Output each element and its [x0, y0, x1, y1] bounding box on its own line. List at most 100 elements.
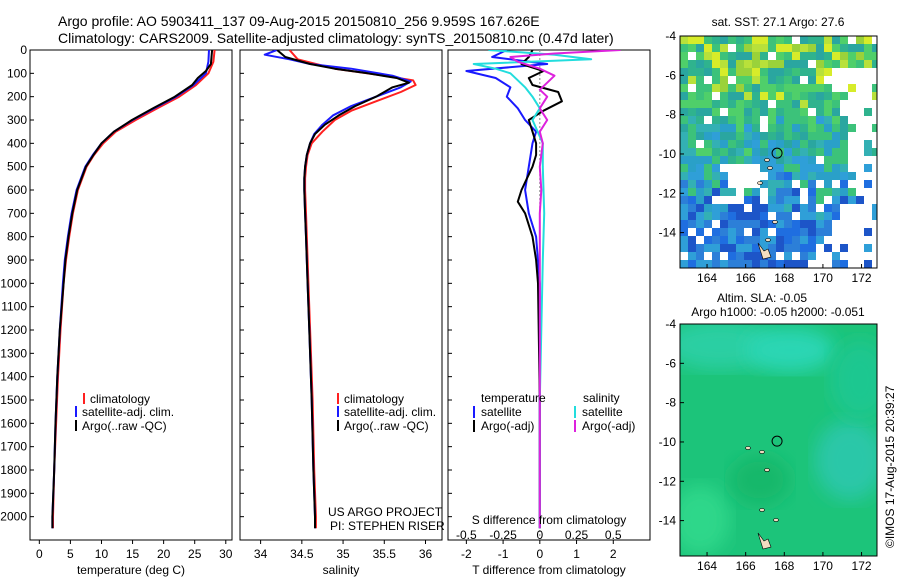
sst-cell	[768, 140, 776, 148]
sst-cell	[720, 92, 728, 100]
sst-cell	[736, 220, 744, 228]
sst-cell	[776, 188, 784, 196]
sst-cell	[776, 36, 784, 44]
sst-cell	[680, 116, 688, 124]
sst-cell	[784, 220, 792, 228]
sst-cell	[720, 236, 728, 244]
sst-cell	[752, 140, 760, 148]
sst-cell	[688, 252, 696, 260]
sst-cell	[840, 116, 848, 124]
sst-cell	[808, 196, 816, 204]
sst-cell	[784, 92, 792, 100]
salinity-legend: climatology satellite-adj. clim. Argo(..…	[337, 392, 436, 433]
sst-cell	[792, 108, 800, 116]
sst-cell	[720, 36, 728, 44]
map-y-tick-label: -8	[665, 396, 676, 410]
map-x-tick-label: 172	[852, 559, 872, 573]
map-y-tick-label: -4	[665, 29, 676, 43]
sst-cell	[840, 36, 848, 44]
sst-cell	[800, 132, 808, 140]
sst-cell	[736, 68, 744, 76]
sst-cell	[688, 108, 696, 116]
sst-cell	[824, 172, 832, 180]
sst-cell	[744, 84, 752, 92]
sst-cell	[736, 204, 744, 212]
sst-cell	[816, 100, 824, 108]
sst-cell	[720, 260, 728, 268]
sst-cell	[744, 100, 752, 108]
sst-cell	[736, 52, 744, 60]
depth-tick-label: 300	[7, 113, 27, 127]
depth-tick-label: 1900	[0, 486, 27, 500]
sst-cell	[680, 124, 688, 132]
sst-cell	[840, 52, 848, 60]
sst-cell	[752, 244, 760, 252]
sst-cell	[792, 172, 800, 180]
sst-cell	[696, 196, 704, 204]
sst-cell	[688, 188, 696, 196]
sst-cell	[688, 204, 696, 212]
sst-cell	[800, 124, 808, 132]
sst-cell	[784, 260, 792, 268]
sst-cell	[760, 236, 768, 244]
sst-cell	[816, 44, 824, 52]
salinity-x-tick-label: 35	[336, 547, 350, 561]
map-x-tick-label: 166	[736, 559, 756, 573]
depth-tick-label: 400	[7, 136, 27, 150]
sst-cell	[768, 156, 776, 164]
sst-cell	[808, 116, 816, 124]
sst-cell	[824, 180, 832, 188]
island	[767, 166, 773, 170]
sst-cell	[840, 44, 848, 52]
sst-cell	[768, 60, 776, 68]
sst-cell	[784, 140, 792, 148]
sst-cell	[816, 172, 824, 180]
sst-map-title: sat. SST: 27.1 Argo: 27.6	[712, 15, 845, 29]
sst-cell	[808, 244, 816, 252]
sst-cell	[712, 180, 720, 188]
sst-cell	[872, 44, 877, 52]
sst-cell	[696, 228, 704, 236]
sst-cell	[688, 164, 696, 172]
difference-series-argo-adj-	[509, 50, 621, 529]
sst-cell	[696, 132, 704, 140]
sst-cell	[832, 188, 840, 196]
sst-cell	[776, 60, 784, 68]
sst-cell	[744, 236, 752, 244]
difference-x-tick-label: -2	[461, 547, 472, 561]
legend-argo: Argo(..raw -QC)	[82, 419, 167, 433]
sst-cell	[816, 212, 824, 220]
sst-cell	[744, 132, 752, 140]
sst-cell	[832, 172, 840, 180]
sst-cell	[712, 164, 720, 172]
sst-cell	[704, 180, 712, 188]
sst-cell	[768, 188, 776, 196]
salinity-series	[263, 50, 417, 529]
sst-cell	[776, 76, 784, 84]
sst-cell	[760, 44, 768, 52]
sst-cell	[728, 148, 736, 156]
sst-cell	[728, 236, 736, 244]
sst-cell	[848, 84, 856, 92]
sst-cell	[760, 60, 768, 68]
sst-cell	[800, 260, 808, 268]
sst-cell	[816, 220, 824, 228]
sst-cell	[856, 52, 864, 60]
sst-cell	[808, 156, 816, 164]
sst-cell	[792, 140, 800, 148]
sst-cell	[832, 36, 840, 44]
sst-cell	[680, 52, 688, 60]
sst-cell	[752, 188, 760, 196]
sst-cell	[792, 44, 800, 52]
depth-axis: 0 100 200 300 400 500 600 700 800 900 1000 1100 1200…	[0, 43, 452, 524]
sst-cell	[784, 244, 792, 252]
sst-cell	[744, 252, 752, 260]
sst-cell	[688, 236, 696, 244]
sst-cell	[792, 260, 800, 268]
sst-cell	[792, 92, 800, 100]
sst-cell	[816, 76, 824, 84]
sst-cell	[840, 180, 848, 188]
sst-cell	[688, 260, 696, 268]
sst-cell	[688, 172, 696, 180]
sst-cell	[760, 180, 768, 188]
